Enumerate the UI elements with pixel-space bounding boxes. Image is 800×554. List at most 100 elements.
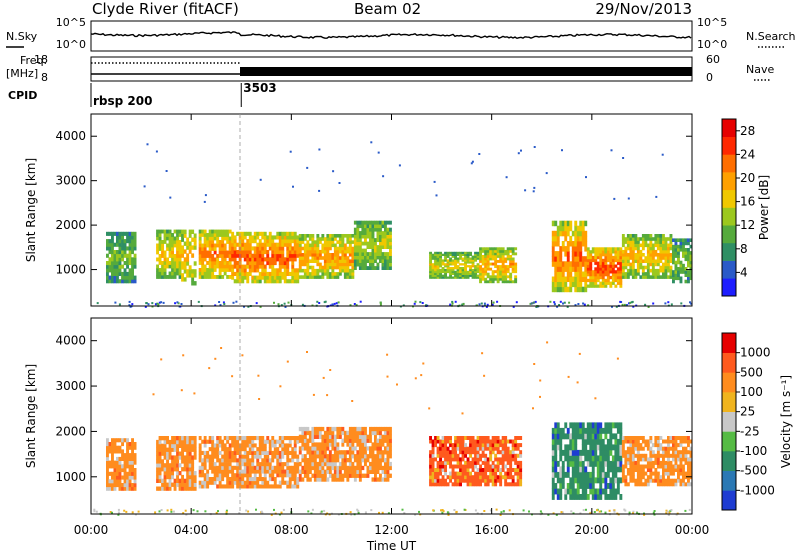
echo-cell	[273, 271, 277, 276]
echo-cell	[303, 430, 307, 436]
echo-cell	[641, 471, 645, 476]
echo-cell	[131, 231, 134, 236]
echo-cell	[669, 272, 673, 276]
echo-cell	[216, 469, 220, 474]
echo-cell	[321, 473, 325, 478]
echo-cell	[476, 251, 480, 255]
echo-cell	[624, 464, 628, 469]
echo-cell	[589, 250, 593, 254]
echo-cell	[311, 465, 315, 471]
echo-cell	[161, 264, 164, 269]
echo-cell	[616, 460, 620, 467]
echo-cell	[111, 456, 114, 461]
echo-cell	[574, 460, 578, 467]
echo-cell	[301, 430, 305, 436]
echo-cell	[626, 234, 630, 238]
echo-cell	[123, 464, 127, 469]
echo-cell	[434, 255, 437, 258]
echo-cell	[586, 247, 590, 251]
scatter-pixel	[301, 303, 304, 306]
echo-cell	[484, 478, 488, 483]
echo-cell	[609, 281, 613, 285]
echo-cell	[338, 426, 342, 432]
echo-cell	[476, 263, 480, 266]
echo-cell	[308, 438, 312, 443]
echo-cell	[626, 246, 630, 251]
echo-cell	[379, 220, 382, 225]
echo-cell	[311, 234, 315, 238]
echo-cell	[594, 261, 598, 265]
echo-cell	[356, 442, 360, 447]
scatter-pixel	[349, 304, 352, 307]
scatter-pixel	[553, 303, 556, 306]
echo-cell	[591, 433, 595, 440]
echo-cell	[223, 247, 227, 251]
echo-cell	[371, 255, 375, 260]
echo-cell	[599, 433, 603, 440]
echo-cell	[641, 272, 645, 276]
echo-cell	[626, 237, 630, 241]
echo-cell	[203, 450, 207, 455]
echo-cell	[186, 451, 190, 456]
scatter-pixel	[560, 511, 563, 514]
echo-cell	[181, 245, 184, 250]
echo-cell	[303, 249, 307, 254]
echo-cell	[158, 236, 162, 241]
scatter-pixel	[533, 363, 536, 365]
echo-cell	[311, 253, 315, 257]
echo-cell	[238, 257, 242, 262]
echo-cell	[384, 434, 387, 439]
echo-cell	[316, 461, 320, 467]
echo-cell	[351, 265, 355, 270]
echo-cell	[156, 447, 159, 452]
echo-cell	[286, 264, 290, 269]
echo-cell	[566, 246, 570, 252]
echo-cell	[491, 262, 495, 266]
echo-cell	[303, 473, 307, 478]
echo-cell	[263, 480, 267, 485]
echo-cell	[271, 439, 275, 444]
echo-cell	[556, 241, 560, 247]
echo-cell	[163, 261, 167, 265]
echo-cell	[386, 252, 390, 256]
echo-cell	[326, 237, 330, 241]
echo-cell	[216, 233, 220, 237]
echo-cell	[446, 255, 450, 258]
echo-cell	[216, 264, 220, 269]
echo-cell	[554, 235, 558, 242]
echo-cell	[191, 436, 195, 441]
echo-cell	[181, 261, 184, 266]
echo-cell	[379, 473, 382, 478]
echo-cell	[346, 246, 350, 251]
echo-cell	[674, 241, 678, 246]
echo-cell	[233, 239, 237, 244]
echo-cell	[193, 245, 197, 250]
echo-cell	[241, 275, 245, 280]
echo-cell	[256, 253, 260, 258]
nave-tick-low: 0	[706, 71, 713, 84]
echo-cell	[168, 250, 172, 255]
echo-cell	[116, 456, 119, 461]
echo-cell	[331, 240, 335, 244]
echo-cell	[514, 471, 518, 476]
echo-cell	[436, 261, 440, 264]
echo-cell	[374, 446, 377, 451]
scatter-pixel	[619, 300, 622, 303]
echo-cell	[341, 426, 345, 432]
echo-cell	[619, 258, 623, 263]
echo-cell	[566, 460, 570, 467]
echo-cell	[609, 250, 613, 254]
echo-cell	[106, 479, 109, 484]
echo-cell	[479, 255, 482, 258]
echo-cell	[576, 230, 580, 237]
echo-cell	[659, 482, 663, 487]
echo-cell	[586, 255, 590, 260]
echo-cell	[384, 234, 387, 239]
echo-cell	[271, 458, 275, 463]
echo-cell	[619, 250, 623, 254]
echo-cell	[649, 268, 653, 273]
echo-cell	[509, 482, 513, 487]
echo-cell	[303, 253, 307, 257]
echo-cell	[348, 243, 352, 248]
echo-cell	[218, 443, 222, 448]
